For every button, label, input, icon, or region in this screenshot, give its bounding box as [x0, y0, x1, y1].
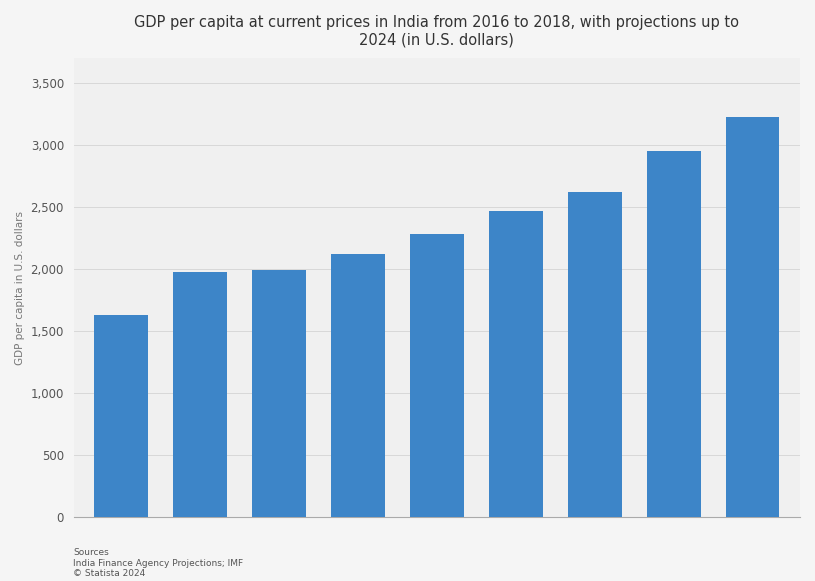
Title: GDP per capita at current prices in India from 2016 to 2018, with projections up: GDP per capita at current prices in Indi…: [134, 15, 739, 48]
Bar: [647, 151, 701, 517]
Bar: [252, 270, 306, 517]
Bar: [331, 254, 385, 517]
Bar: [410, 235, 464, 517]
Bar: [726, 117, 779, 517]
Bar: [489, 211, 543, 517]
Y-axis label: GDP per capita in U.S. dollars: GDP per capita in U.S. dollars: [15, 211, 25, 365]
Bar: [568, 192, 622, 517]
Text: Sources
India Finance Agency Projections; IMF
© Statista 2024: Sources India Finance Agency Projections…: [73, 548, 244, 578]
Bar: [173, 272, 227, 517]
Bar: [95, 315, 148, 517]
